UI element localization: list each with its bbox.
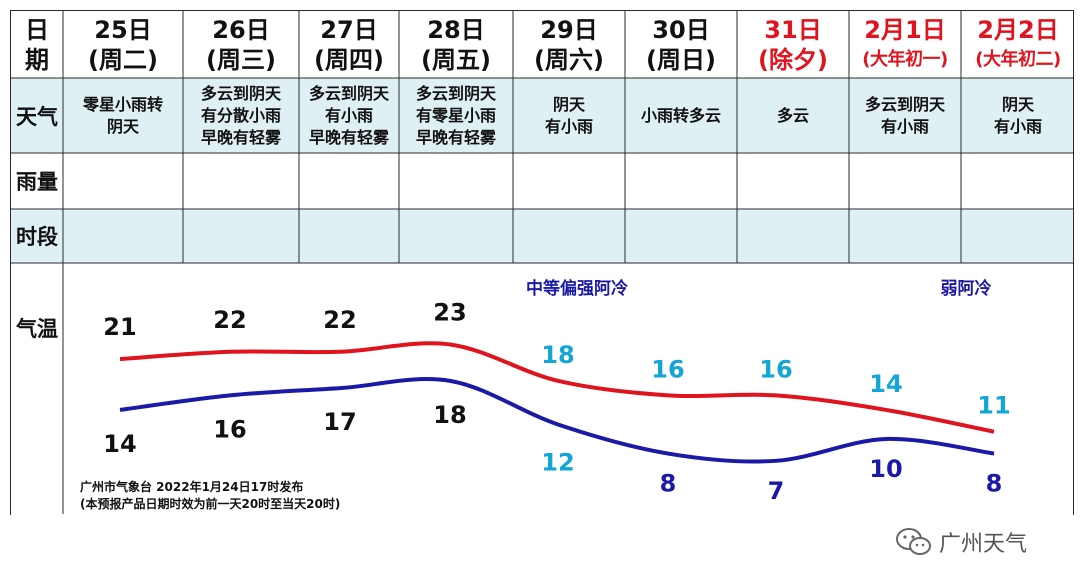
- high-temp-label: 21: [103, 313, 136, 341]
- weather-description: 多云: [776, 105, 809, 125]
- low-temp-label: 17: [323, 408, 356, 436]
- period-row-label: 时段: [16, 225, 58, 249]
- weekday-label: (周四): [314, 45, 384, 74]
- watermark-text: 广州天气: [939, 532, 1028, 557]
- low-temp-label: 7: [768, 477, 785, 505]
- high-temp-label: 11: [977, 392, 1010, 420]
- date-header: 2月1日 (大年初一): [849, 11, 961, 78]
- row-background: [11, 263, 1073, 516]
- weekday-label: (周日): [646, 45, 716, 74]
- date-header: 29日 (周六): [513, 11, 625, 78]
- weekday-label: (大年初一): [862, 48, 948, 70]
- weekday-label: (周六): [534, 45, 604, 74]
- low-temp-label: 16: [213, 415, 246, 443]
- high-temp-label: 14: [869, 370, 902, 398]
- weather-description: 阴天 有小雨: [544, 94, 593, 136]
- weekday-label: (除夕): [758, 45, 828, 74]
- wechat-icon: [896, 528, 931, 555]
- date-row-label: 日期: [11, 11, 63, 78]
- date-header: 2月2日 (大年初二): [961, 11, 1075, 78]
- date-label: 30日: [652, 15, 710, 44]
- date-header: 25日 (周二): [63, 11, 183, 78]
- date-label: 27日: [320, 15, 378, 44]
- watermark: 广州天气: [895, 526, 1027, 558]
- footnote-validity: (本预报产品日期时效为前一天20时至当天20时): [80, 497, 341, 511]
- date-label: 29日: [540, 15, 598, 44]
- high-temp-label: 16: [759, 355, 792, 383]
- weekday-label: (大年初二): [975, 48, 1061, 70]
- forecast-table: 日期 25日 (周二) 26日 (周三) 27日 (周四) 28日 (周五) 29日 (周六) 30日…: [10, 10, 1075, 516]
- low-temp-label: 8: [986, 470, 1003, 498]
- date-label: 26日: [212, 15, 270, 44]
- cold-wave-annotation-strong: 中等偏强阿冷: [526, 278, 628, 299]
- date-header: 28日 (周五): [399, 11, 513, 78]
- date-label: 2月1日: [864, 15, 946, 44]
- row-background: [11, 78, 1073, 153]
- weather-description: 小雨转多云: [640, 105, 721, 125]
- high-temperature-line: [119, 341, 995, 434]
- weather-description: 多云到阴天 有小雨: [864, 94, 945, 136]
- date-header: 27日 (周四): [299, 11, 399, 78]
- date-row-label-char: 日: [25, 15, 49, 44]
- weather-description: 多云到阴天 有分散小雨 早晚有轻雾: [200, 83, 281, 147]
- weekday-label: (周五): [421, 45, 491, 74]
- date-header: 31日 (除夕): [737, 11, 849, 78]
- low-temp-label: 12: [541, 448, 574, 476]
- high-temp-label: 23: [433, 298, 466, 326]
- date-label: 28日: [427, 15, 485, 44]
- weather-description: 多云到阴天 有小雨 早晚有轻雾: [308, 83, 389, 147]
- low-temp-label: 18: [433, 401, 466, 429]
- low-temp-label: 10: [869, 455, 902, 483]
- weather-description: 零星小雨转 阴天: [82, 94, 163, 136]
- high-temp-label: 22: [213, 306, 246, 334]
- low-temp-label: 8: [660, 470, 677, 498]
- date-label: 2月2日: [977, 15, 1059, 44]
- date-header: 30日 (周日): [625, 11, 737, 78]
- low-temperature-line: [119, 377, 995, 464]
- date-header: 26日 (周三): [183, 11, 299, 78]
- rain-row-label: 雨量: [16, 170, 58, 194]
- date-row-label-char: 期: [25, 45, 49, 74]
- weekday-label: (周三): [206, 45, 276, 74]
- date-label: 25日: [94, 15, 152, 44]
- high-temp-label: 16: [651, 355, 684, 383]
- row-background: [11, 209, 1073, 263]
- date-label: 31日: [764, 15, 822, 44]
- row-background: [11, 153, 1073, 209]
- high-temp-label: 18: [541, 341, 574, 369]
- table-grid: [11, 11, 1073, 514]
- weather-row-label: 天气: [16, 104, 58, 129]
- footnote-issuer: 广州市气象台 2022年1月24日17时发布: [80, 480, 304, 494]
- weather-description: 多云到阴天 有零星小雨 早晚有轻雾: [415, 83, 496, 147]
- cold-wave-annotation-weak: 弱阿冷: [941, 278, 992, 299]
- low-temp-label: 14: [103, 430, 136, 458]
- temperature-row-label: 气温: [16, 317, 58, 341]
- weather-description: 阴天 有小雨: [993, 94, 1042, 136]
- weekday-label: (周二): [88, 45, 158, 74]
- high-temp-label: 22: [323, 306, 356, 334]
